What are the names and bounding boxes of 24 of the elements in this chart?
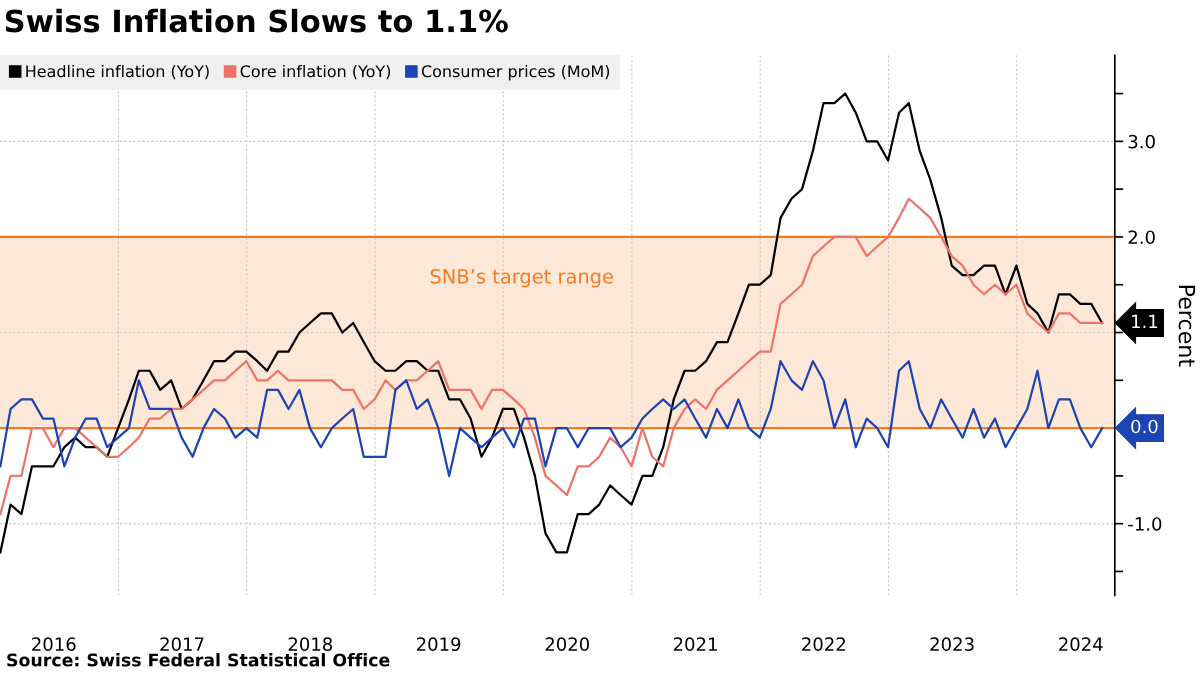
line-series <box>0 92 1104 554</box>
x-tick-label: 2016 <box>32 637 76 651</box>
x-tick-label: 2019 <box>416 637 461 651</box>
x-tick-label: 2018 <box>288 637 333 651</box>
line-series <box>0 197 1104 516</box>
data-label: 1.1 <box>1132 314 1158 328</box>
x-tick-label: 2024 <box>1059 637 1103 651</box>
y-axis-title: Percent <box>1178 285 1196 367</box>
y-tick-label: 2.0 <box>1128 230 1155 245</box>
x-tick-label: 2017 <box>160 637 204 651</box>
x-tick-label: 2020 <box>545 637 590 651</box>
data-label: 0.0 <box>1131 419 1158 434</box>
x-tick-label: 2022 <box>802 637 845 651</box>
line-series <box>0 360 1104 477</box>
legend-label: Consumer prices (MoM) <box>421 64 610 81</box>
band-label: SNB’s target range <box>430 268 613 288</box>
chart-title: Swiss Inflation Slows to 1.1% <box>5 8 508 33</box>
y-tick-label: -1.0 <box>1128 517 1162 531</box>
y-tick-label: 3.0 <box>1128 134 1155 149</box>
legend-label: Headline inflation (YoY) <box>26 64 209 80</box>
source-note: Source: Swiss Federal Statistical Office <box>7 653 390 667</box>
x-tick-label: 2021 <box>673 637 717 651</box>
x-tick-label: 2023 <box>930 637 974 651</box>
legend-label: Core inflation (YoY) <box>240 64 391 80</box>
